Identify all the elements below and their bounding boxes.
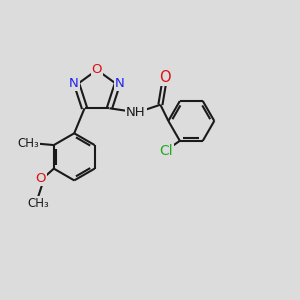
Text: O: O — [35, 172, 46, 185]
Text: Cl: Cl — [159, 144, 173, 158]
Text: N: N — [115, 76, 125, 90]
Text: CH₃: CH₃ — [27, 196, 49, 210]
Text: O: O — [160, 70, 171, 85]
Text: CH₃: CH₃ — [17, 137, 39, 150]
Text: N: N — [69, 76, 79, 90]
Text: NH: NH — [126, 106, 146, 119]
Text: O: O — [92, 63, 102, 76]
